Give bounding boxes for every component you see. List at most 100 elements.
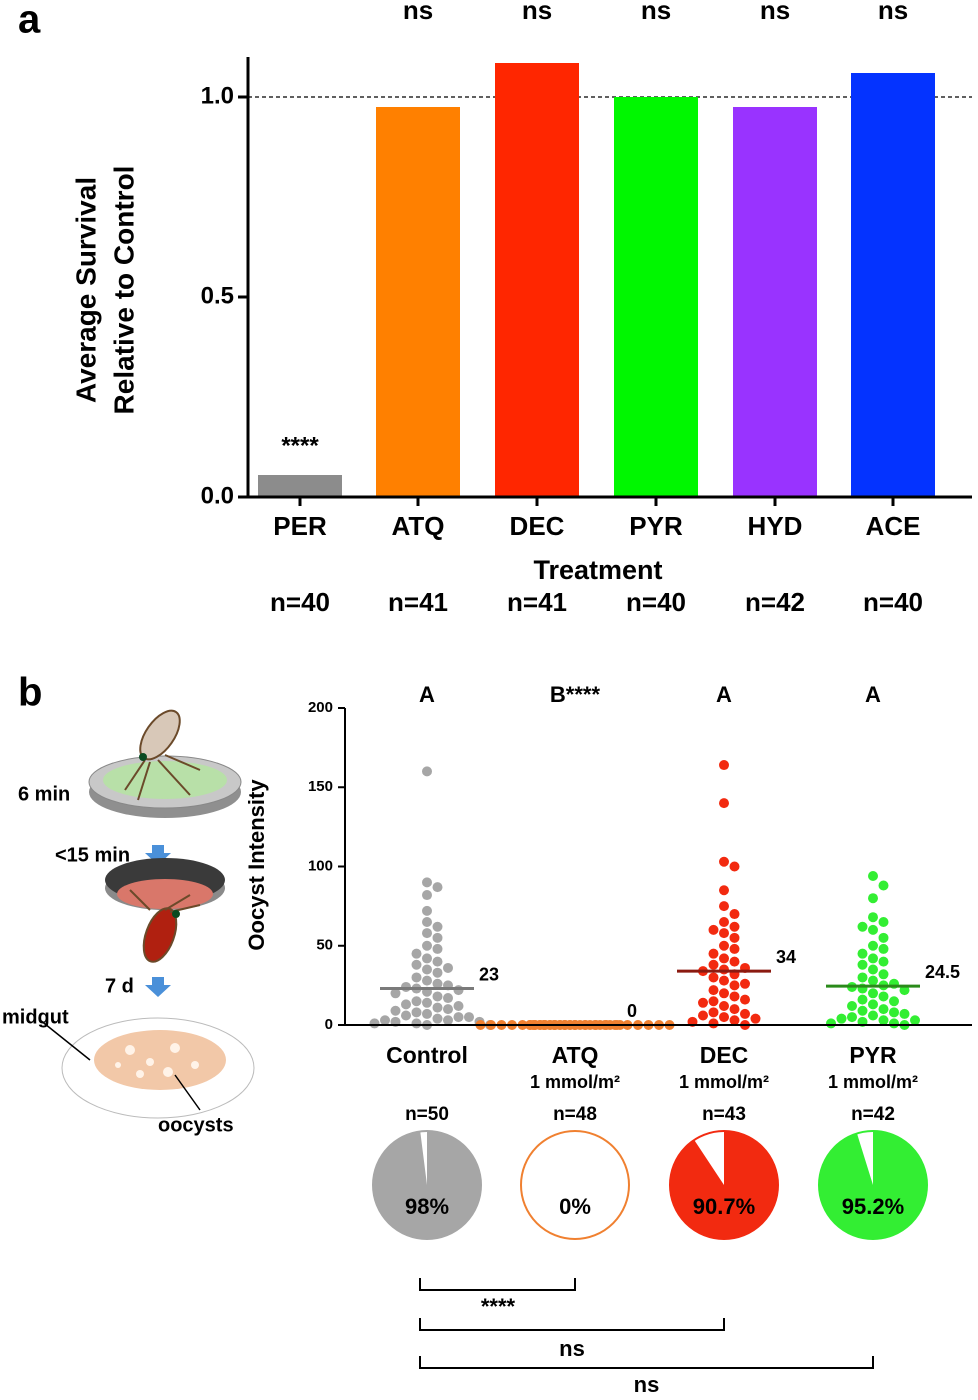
data-point (719, 1000, 729, 1011)
data-point (868, 999, 878, 1010)
data-point (453, 1000, 464, 1011)
data-point (401, 999, 411, 1010)
data-point (729, 943, 740, 954)
y-axis-label: Relative to Control (108, 166, 139, 415)
x-tick-label: ATQ (392, 511, 445, 541)
pie-slice (372, 1131, 481, 1239)
median-label: 24.5 (925, 962, 960, 982)
data-point (878, 1015, 889, 1026)
mosquito (129, 889, 201, 963)
data-point (868, 893, 878, 904)
data-point (857, 994, 868, 1005)
data-point (889, 1007, 899, 1018)
data-point (857, 972, 868, 983)
data-point (740, 978, 750, 989)
y-tick-label: 0.0 (201, 482, 234, 509)
significance-label: ns (760, 0, 790, 25)
data-point (878, 969, 889, 980)
significance-label: ns (559, 1336, 585, 1361)
data-point (857, 1005, 868, 1016)
data-point (422, 890, 432, 901)
data-point (411, 959, 422, 970)
x-tick-label: PER (273, 511, 327, 541)
data-point (432, 1002, 443, 1013)
n-label: n=41 (507, 587, 567, 617)
significance-label: **** (281, 432, 319, 459)
data-point (729, 956, 740, 967)
x-tick-label: Control (386, 1042, 468, 1068)
data-point (868, 1010, 878, 1021)
data-point (878, 916, 889, 927)
mosquito-eye (172, 910, 180, 918)
x-tick-label: DEC (510, 511, 565, 541)
data-point (729, 932, 740, 943)
significance-bracket (419, 1356, 874, 1369)
bar (376, 107, 460, 497)
x-axis-label: Treatment (533, 555, 662, 585)
data-point (422, 940, 432, 951)
n-label: n=40 (270, 587, 330, 617)
data-point (443, 993, 453, 1004)
part-label: oocysts (158, 1114, 234, 1136)
x-tick-label: ATQ (552, 1042, 599, 1068)
data-point (390, 988, 401, 999)
x-tick-label: ACE (866, 511, 921, 541)
n-label: n=41 (388, 587, 448, 617)
step-label: <15 min (55, 844, 130, 866)
data-point (411, 948, 422, 959)
data-point (878, 1004, 889, 1015)
data-point (432, 1013, 443, 1024)
data-point (719, 928, 729, 939)
x-tick-label: PYR (629, 511, 683, 541)
data-point (719, 975, 729, 986)
data-point (432, 943, 443, 954)
data-point (708, 1018, 719, 1029)
step-label: 6 min (18, 783, 70, 805)
data-point (889, 996, 899, 1007)
data-point (719, 798, 729, 809)
data-point (857, 959, 868, 970)
data-point (729, 991, 740, 1002)
data-point (401, 1010, 411, 1021)
x-tick-label: PYR (849, 1042, 897, 1068)
data-point (369, 1018, 380, 1029)
data-point (719, 916, 729, 927)
x-tick-label: HYD (748, 511, 803, 541)
data-point (868, 975, 878, 986)
significance-label: ns (878, 0, 908, 25)
part-label: midgut (2, 1006, 69, 1028)
y-tick-label: 0 (325, 1016, 333, 1033)
n-label: n=42 (745, 587, 805, 617)
pie-label: 95.2% (842, 1194, 904, 1219)
significance-bracket (419, 1278, 576, 1291)
data-point (719, 953, 729, 964)
pie-background (520, 1130, 630, 1240)
x-tick-sublabel: 1 mmol/m² (828, 1072, 918, 1092)
data-point (729, 921, 740, 932)
data-point (826, 1018, 836, 1029)
data-point (401, 981, 411, 992)
y-tick-label: 200 (308, 699, 333, 716)
data-point (868, 953, 878, 964)
data-point (836, 1013, 847, 1024)
data-point (719, 988, 729, 999)
data-point (868, 940, 878, 951)
significance-label: ns (634, 1372, 660, 1397)
data-point (422, 766, 432, 777)
data-point (847, 1000, 857, 1011)
x-tick-sublabel: 1 mmol/m² (530, 1072, 620, 1092)
group-letter: A (716, 682, 732, 707)
data-point (698, 1010, 708, 1021)
significance-label: ns (522, 0, 552, 25)
pie-label: 0% (559, 1194, 591, 1219)
data-point (729, 980, 740, 991)
data-point (910, 1015, 920, 1026)
x-tick-sublabel: 1 mmol/m² (679, 1072, 769, 1092)
y-tick-label: 100 (308, 857, 333, 874)
data-point (422, 964, 432, 975)
data-point (708, 985, 719, 996)
data-point (868, 871, 878, 882)
significance-label: ns (403, 0, 433, 25)
step-label: 7 d (105, 975, 134, 997)
data-point (464, 1012, 474, 1023)
